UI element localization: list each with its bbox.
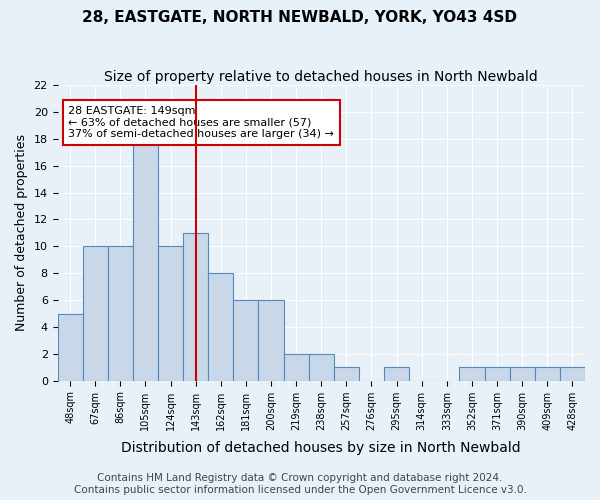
- Bar: [208, 273, 233, 380]
- Text: 28 EASTGATE: 149sqm
← 63% of detached houses are smaller (57)
37% of semi-detach: 28 EASTGATE: 149sqm ← 63% of detached ho…: [68, 106, 334, 139]
- Bar: [108, 246, 133, 380]
- Bar: [183, 233, 208, 380]
- Bar: [58, 314, 83, 380]
- Bar: [509, 367, 535, 380]
- Bar: [233, 300, 259, 380]
- Text: 28, EASTGATE, NORTH NEWBALD, YORK, YO43 4SD: 28, EASTGATE, NORTH NEWBALD, YORK, YO43 …: [83, 10, 517, 25]
- Bar: [334, 367, 359, 380]
- Bar: [535, 367, 560, 380]
- Bar: [460, 367, 485, 380]
- Bar: [485, 367, 509, 380]
- Text: Contains HM Land Registry data © Crown copyright and database right 2024.
Contai: Contains HM Land Registry data © Crown c…: [74, 474, 526, 495]
- Bar: [284, 354, 309, 380]
- Bar: [309, 354, 334, 380]
- Bar: [158, 246, 183, 380]
- Bar: [83, 246, 108, 380]
- Bar: [133, 139, 158, 380]
- X-axis label: Distribution of detached houses by size in North Newbald: Distribution of detached houses by size …: [121, 441, 521, 455]
- Bar: [560, 367, 585, 380]
- Title: Size of property relative to detached houses in North Newbald: Size of property relative to detached ho…: [104, 70, 538, 84]
- Bar: [384, 367, 409, 380]
- Bar: [259, 300, 284, 380]
- Y-axis label: Number of detached properties: Number of detached properties: [15, 134, 28, 332]
